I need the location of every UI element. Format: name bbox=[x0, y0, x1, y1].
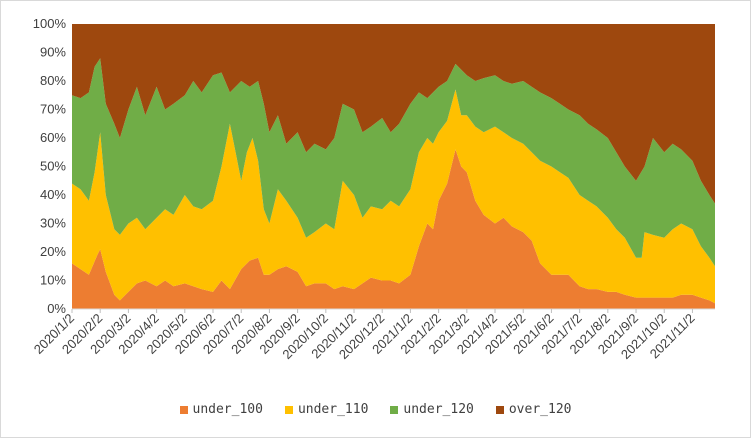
y-tick-label: 10% bbox=[40, 273, 66, 288]
legend-label: under_100 bbox=[192, 402, 263, 417]
y-tick-label: 30% bbox=[40, 216, 66, 231]
y-axis: 0% 10% 20% 30% 40% 50% 60% 70% 80% 90% 100% bbox=[33, 16, 67, 316]
area-under-110 bbox=[72, 89, 715, 304]
legend-swatch bbox=[495, 405, 504, 414]
legend-swatch bbox=[179, 405, 188, 414]
area-under-100 bbox=[72, 149, 715, 309]
legend-label: over_120 bbox=[508, 402, 572, 417]
legend-item-under-110: under_110 bbox=[284, 402, 369, 417]
y-tick-label: 50% bbox=[40, 159, 66, 174]
legend-label: under_110 bbox=[297, 402, 369, 417]
chart-areas bbox=[72, 24, 715, 309]
y-tick-label: 80% bbox=[40, 73, 66, 88]
area-under-120 bbox=[72, 58, 715, 267]
x-axis: 2020/1/22020/2/22020/3/22020/4/22020/5/2… bbox=[31, 308, 715, 362]
legend: under_100 under_110 under_120 over_120 bbox=[1, 402, 750, 417]
legend-item-over-120: over_120 bbox=[495, 402, 572, 417]
legend-item-under-120: under_120 bbox=[390, 402, 474, 417]
y-tick-label: 100% bbox=[33, 16, 67, 31]
legend-swatch bbox=[390, 405, 399, 414]
legend-swatch bbox=[284, 405, 293, 414]
y-tick-label: 0% bbox=[47, 301, 66, 316]
y-tick-label: 90% bbox=[40, 45, 66, 60]
y-tick-label: 20% bbox=[40, 244, 66, 259]
legend-item-under-100: under_100 bbox=[179, 402, 263, 417]
stacked-area-chart: 0% 10% 20% 30% 40% 50% 60% 70% 80% 90% 100% 2020/1… bbox=[31, 16, 715, 362]
y-tick-label: 70% bbox=[40, 102, 66, 117]
y-tick-label: 40% bbox=[40, 187, 66, 202]
y-tick-label: 60% bbox=[40, 130, 66, 145]
legend-label: under_120 bbox=[403, 402, 474, 417]
area-over-120 bbox=[72, 24, 715, 204]
